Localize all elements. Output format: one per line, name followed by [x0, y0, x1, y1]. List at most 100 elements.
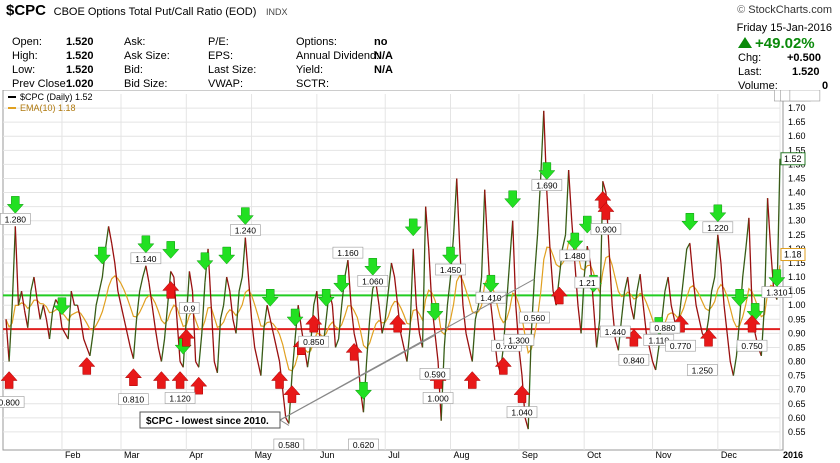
options-label: Options:	[296, 36, 337, 48]
yield-value: N/A	[374, 64, 393, 76]
value-label-box	[179, 302, 200, 314]
red-arrow-icon	[270, 371, 289, 389]
vwap-label: VWAP:	[208, 78, 244, 90]
symbol: $CPC	[6, 2, 47, 19]
quote-header: $CPC CBOE Options Total Put/Call Ratio (…	[0, 0, 840, 92]
value-label: 0.770	[670, 341, 692, 351]
last-value: 1.520	[792, 66, 820, 78]
red-arrow-icon	[550, 286, 568, 305]
green-arrow-icon	[504, 190, 522, 209]
value-label-box	[519, 311, 550, 324]
value-label-box	[164, 392, 196, 404]
value-label-box	[559, 249, 591, 262]
green-arrow-icon	[482, 274, 500, 293]
green-arrow-icon	[681, 212, 699, 231]
y-tick-label: 0.85	[788, 342, 806, 352]
y-axis: 0.55 0.60 0.65 0.70 0.75 0.80 0.85 0.90 0.95 1.00…	[780, 103, 806, 437]
last-value-tag	[780, 248, 806, 262]
green-arrow-icon	[286, 308, 304, 327]
y-tick-label: 0.60	[788, 413, 806, 423]
value-label-box	[273, 438, 305, 451]
value-label: 1.140	[135, 254, 157, 264]
green-arrow-icon	[93, 246, 111, 265]
value-label: 0.750	[741, 341, 763, 351]
green-arrow-icon	[768, 269, 786, 287]
last-value-tag	[780, 152, 806, 166]
red-arrow-icon	[283, 385, 301, 403]
y-tick-label: 0.75	[788, 371, 806, 381]
y-tick-label: 1.70	[788, 103, 806, 113]
annual-dividend-value: N/A	[374, 50, 393, 62]
value-label-box	[422, 392, 454, 404]
y-tick-label: 0.95	[788, 314, 806, 324]
red-arrow-icon	[743, 314, 761, 333]
red-arrow-icon	[597, 202, 615, 220]
exchange: INDX	[266, 7, 288, 17]
value-label-box	[332, 246, 364, 259]
value-label: 0.560	[524, 313, 546, 323]
y-tick-label: 0.80	[788, 357, 806, 367]
brand[interactable]: © StockCharts.com	[737, 4, 832, 16]
value-label: 1.000	[427, 394, 449, 404]
eps-label: EPS:	[208, 50, 234, 62]
value-label-box	[736, 339, 768, 352]
bid-size-label: Bid Size:	[124, 78, 168, 90]
bid-label: Bid:	[124, 64, 143, 76]
open-value: 1.520	[66, 36, 94, 48]
chg-label: Chg:	[738, 52, 762, 64]
green-arrow-icon	[709, 204, 727, 223]
red-arrow-icon	[78, 357, 96, 375]
x-tick-label: May	[255, 450, 273, 460]
red-arrow-icon	[0, 371, 18, 389]
y-tick-label: 1.35	[788, 202, 806, 212]
x-axis: Feb Mar Apr May Jun Jul Aug Sep Oct Nov Dec 2016	[65, 450, 803, 460]
chg-value: +0.500	[787, 52, 821, 64]
y-tick-label: 1.30	[788, 216, 806, 226]
price-chart[interactable]: 0.800 1.280 0.810 1.140 1.240 0.580 1.160 0.620…	[0, 90, 840, 463]
value-label: 0.840	[623, 355, 645, 365]
value-label: 1.440	[605, 327, 627, 337]
red-arrow-icon	[513, 385, 531, 403]
value-label-box	[506, 406, 538, 418]
arrow-markers	[0, 163, 786, 403]
x-tick-label: 2016	[783, 450, 803, 460]
value-label: 1.310	[766, 288, 788, 298]
pe-label: P/E:	[208, 36, 229, 48]
value-label-box	[435, 263, 466, 276]
x-tick-label: Dec	[721, 450, 738, 460]
y-tick-label: 1.05	[788, 286, 806, 296]
value-label-box	[230, 224, 261, 236]
prev-close-value: 1.020	[66, 78, 94, 90]
value-label: 1.220	[707, 223, 729, 233]
value-label: 1.020	[794, 90, 816, 92]
brand-name: StockCharts.com	[748, 4, 832, 16]
green-arrow-icon	[364, 258, 382, 276]
green-arrow-icon	[162, 241, 180, 259]
value-label: 0.620	[353, 440, 375, 450]
sctr-label: SCTR:	[296, 78, 329, 90]
red-arrow-icon	[162, 281, 180, 299]
y-tick-label: 0.55	[788, 427, 806, 437]
y-tick-label: 1.15	[788, 258, 806, 268]
value-label: 0.760	[496, 341, 518, 351]
y-tick-label: 0.70	[788, 385, 806, 395]
high-value: 1.520	[66, 50, 94, 62]
red-arrow-icon	[494, 357, 512, 375]
green-arrow-icon	[333, 274, 351, 293]
security-name: CBOE Options Total Put/Call Ratio (EOD)	[53, 6, 257, 18]
legend-label: $CPC (Daily) 1.52	[20, 92, 93, 102]
value-label-box	[298, 335, 330, 348]
volume-value: 0	[822, 80, 829, 92]
price-line	[5, 110, 781, 430]
annual-dividend-label: Annual Dividend:	[296, 50, 380, 62]
value-label-box	[419, 368, 451, 380]
y-tick-label: 1.25	[788, 230, 806, 240]
red-arrow-icon	[305, 314, 323, 333]
green-arrow-icon	[354, 381, 373, 400]
value-label: 1.480	[564, 251, 586, 261]
red-arrow-icon	[190, 376, 208, 395]
green-arrow-icon	[731, 289, 749, 307]
y-tick-label: 1.00	[788, 300, 806, 310]
green-arrow-icon	[317, 289, 335, 307]
